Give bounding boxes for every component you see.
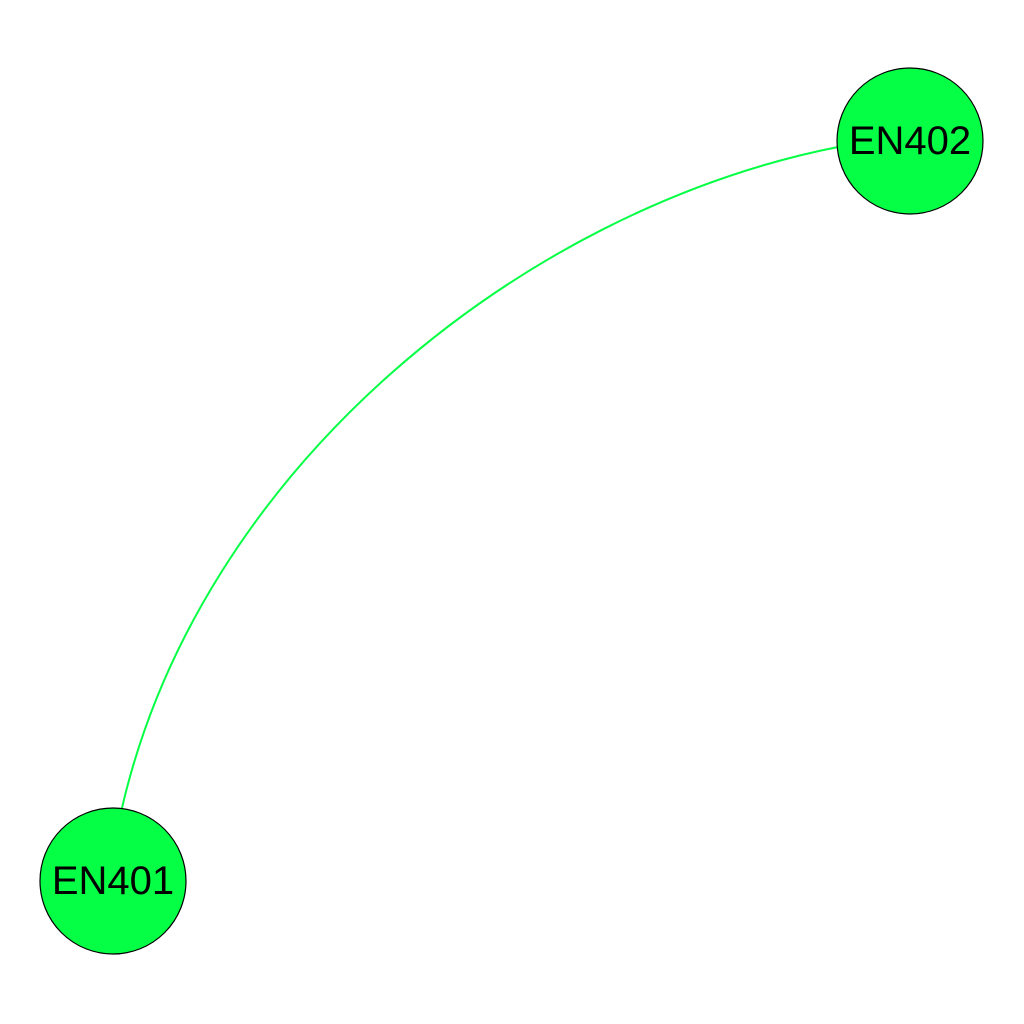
node-en401[interactable]: EN401	[39, 807, 187, 955]
node-en402[interactable]: EN402	[836, 67, 984, 215]
node-circle	[836, 67, 984, 215]
node-circle	[39, 807, 187, 955]
node-label: EN402	[849, 119, 971, 163]
edge-en401-en402	[121, 146, 839, 809]
node-label: EN401	[52, 859, 174, 903]
